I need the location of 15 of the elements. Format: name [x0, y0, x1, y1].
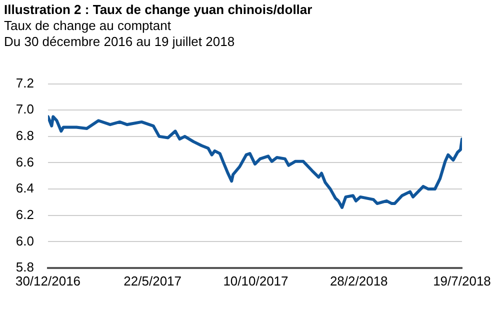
x-tick-label: 28/2/2018: [330, 273, 388, 288]
x-tick-label: 22/5/2017: [124, 273, 182, 288]
y-tick-label: 6.6: [16, 154, 34, 170]
x-tick-label: 30/12/2016: [15, 273, 81, 288]
chart-subtitle: Taux de change au comptant Du 30 décembre 2016 au 19 juillet 2018: [4, 18, 235, 50]
y-tick-label: 6.2: [16, 206, 34, 222]
y-tick-label: 6.0: [16, 233, 34, 248]
x-tick-label: 10/10/2017: [223, 273, 288, 288]
y-tick-label: 6.4: [16, 180, 34, 196]
x-tick-label: 19/7/2018: [433, 273, 491, 288]
y-tick-label: 5.8: [16, 260, 34, 275]
y-tick-label: 7.2: [16, 75, 34, 90]
y-tick-label: 7.0: [16, 102, 34, 117]
y-tick-label: 6.8: [16, 128, 34, 144]
chart-title: Illustration 2 : Taux de change yuan chinois/dollar: [4, 2, 312, 17]
